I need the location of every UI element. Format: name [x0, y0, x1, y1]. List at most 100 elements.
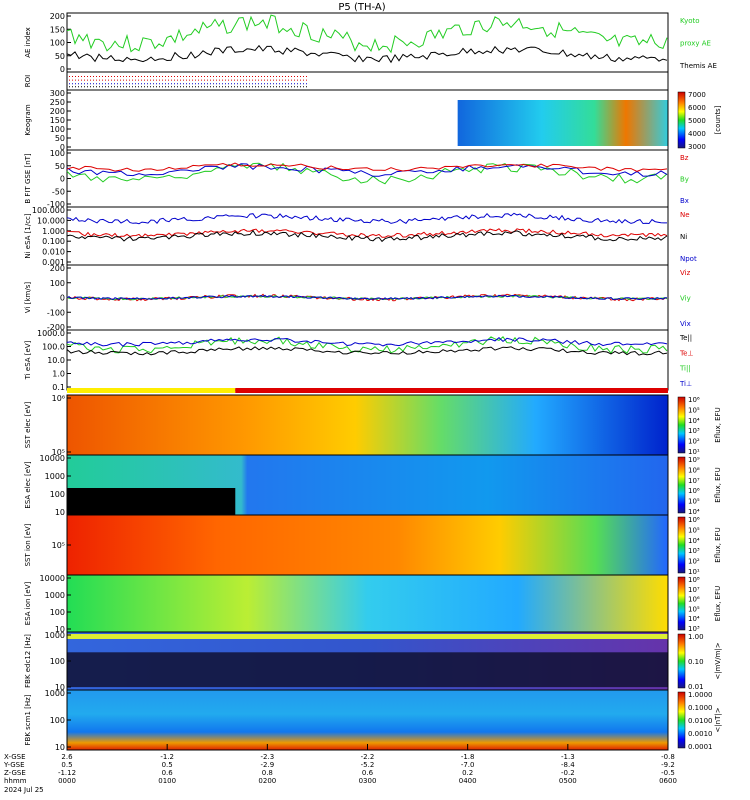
colorbar-tick-esa_e-2: 10⁷ [688, 477, 700, 485]
xtick-label-1-2: -2.9 [260, 761, 274, 769]
legend-temperature-1: Te⊥ [679, 349, 694, 357]
ylabel-sst_e: SST elec [eV] [24, 401, 32, 448]
colorbar-tick-esa_i-1: 10⁷ [688, 586, 700, 594]
n-trace-npot [66, 212, 667, 225]
colorbar-tick-sst_e-4: 10² [688, 438, 700, 446]
colorbar-tick-fbk_e-0: 1.00 [688, 633, 704, 641]
legend-temperature-0: Te|| [679, 334, 692, 342]
colorbar-tick-esa_e-3: 10⁶ [688, 487, 700, 495]
colorbar-label-esa_e: Eflux, EFU [714, 467, 722, 502]
mode-bar-slow [67, 388, 236, 393]
ytick-label-velocity-4: -200 [47, 323, 65, 332]
colorbar-tick-fbk_e-1: 0.10 [688, 658, 704, 666]
ytick-label-esa_e-0: 10000 [40, 454, 65, 463]
xtick-label-0-2: -2.3 [260, 753, 274, 761]
colorbar-tick-esa_i-4: 10⁴ [688, 615, 700, 623]
ylabel-bfield: B FIT GSE [nT] [24, 153, 32, 204]
legend-velocity-1: Viy [680, 295, 691, 303]
ylabel-velocity: Vi [km/s] [24, 282, 32, 313]
ytick-label-keogram-6: 0 [60, 143, 65, 152]
v-trace-viy [66, 294, 668, 301]
xaxis-row-label-3: hhmm [4, 777, 27, 785]
legend-velocity-0: Viz [680, 269, 691, 277]
ylabel-ae: AE index [24, 27, 32, 58]
spectrogram-fbk_b [67, 690, 668, 750]
colorbar-tick-sst_i-2: 10⁴ [688, 537, 700, 545]
ytick-label-density-0: 100.000 [32, 206, 65, 215]
xtick-label-0-0: 2.6 [61, 753, 73, 761]
xtick-label-3-6: 0600 [659, 777, 677, 785]
ytick-label-fbk_b-0: 1000 [45, 689, 65, 698]
colorbar-tick-esa_i-2: 10⁶ [688, 596, 700, 604]
v-trace-viz [66, 293, 668, 302]
spectrogram-sst_e [67, 395, 668, 455]
ytick-label-velocity-2: 0 [60, 294, 65, 303]
xtick-label-1-6: -9.2 [661, 761, 675, 769]
xtick-label-2-5: -0.2 [561, 769, 575, 777]
ytick-label-velocity-1: 100 [50, 279, 65, 288]
ytick-label-fbk_b-2: 10 [55, 743, 65, 752]
colorbar-keogram [677, 91, 686, 149]
colorbar-tick-keogram-1: 6000 [688, 104, 706, 112]
ytick-label-bfield-0: 100 [50, 149, 65, 158]
ytick-label-keogram-4: 100 [50, 125, 65, 134]
xtick-label-1-3: -5.2 [361, 761, 375, 769]
ylabel-density: Ni eSA [1/cc] [24, 213, 32, 259]
ytick-label-temperature-3: 1.0 [52, 370, 65, 379]
ytick-label-esa_i-3: 10 [55, 625, 65, 634]
xtick-label-2-1: 0.6 [162, 769, 174, 777]
ytick-label-ae-3: 50 [55, 52, 65, 61]
panel-frame-bfield [66, 149, 669, 208]
colorbar-label-esa_i: Eflux, EFU [714, 586, 722, 621]
b-trace-by [66, 162, 668, 185]
legend-temperature-3: Ti⊥ [679, 380, 692, 388]
colorbar-tick-fbk_b-1: 0.1000 [688, 704, 713, 712]
xtick-label-3-0: 0000 [58, 777, 76, 785]
xtick-label-1-4: -7.0 [461, 761, 475, 769]
legend-velocity-2: Vix [680, 320, 691, 328]
colorbar-tick-keogram-3: 4000 [688, 130, 706, 138]
panel-frame-roi [66, 71, 669, 91]
xaxis-row-label-2: Z-GSE [4, 769, 26, 777]
ytick-label-density-3: 0.100 [42, 237, 65, 246]
spectrogram-gap-esa-e [67, 488, 236, 515]
legend-bfield-1: By [680, 176, 689, 184]
ytick-label-fbk_b-1: 100 [50, 716, 65, 725]
chart-title: P5 (TH-A) [338, 2, 385, 13]
ytick-label-temperature-1: 100.0 [42, 343, 65, 352]
colorbar-label-fbk_b: <|nT|> [714, 707, 722, 732]
xtick-label-2-4: 0.2 [462, 769, 473, 777]
panel-frame-temperature [66, 329, 669, 391]
xtick-label-3-1: 0100 [158, 777, 176, 785]
ytick-label-ae-2: 100 [50, 39, 65, 48]
ylabel-temperature: Ti eSA [eV] [24, 340, 32, 380]
legend-density-0: Ne [680, 211, 690, 219]
xtick-label-1-1: 0.5 [162, 761, 173, 769]
spectrogram-sst_i [67, 515, 668, 575]
ytick-label-keogram-0: 300 [50, 89, 65, 98]
ylabel-fbk_e: FBK edc12 [Hz] [24, 634, 32, 688]
colorbar-sst_e [677, 396, 686, 454]
legend-ae-0: Kyoto [680, 17, 700, 25]
ylabel-sst_i: SST ion [eV] [24, 523, 32, 566]
xtick-label-3-5: 0500 [559, 777, 577, 785]
ytick-label-sst_e-1: 10⁵ [52, 448, 65, 457]
colorbar-tick-fbk_b-3: 0.0010 [688, 730, 713, 738]
ytick-label-density-2: 1.000 [42, 227, 65, 236]
spectrogram-esa_i [67, 575, 668, 632]
legend-temperature-2: Ti|| [679, 365, 691, 373]
ytick-label-sst_i-0: 10⁵ [52, 541, 65, 550]
xtick-label-1-5: -8.4 [561, 761, 575, 769]
ytick-label-keogram-2: 200 [50, 107, 65, 116]
colorbar-tick-sst_e-5: 10¹ [688, 448, 700, 456]
mode-bar-fast [235, 388, 668, 393]
colorbar-tick-fbk_e-2: 0.01 [688, 683, 704, 691]
colorbar-tick-sst_i-5: 10¹ [688, 568, 700, 576]
colorbar-label-sst_e: Eflux, EFU [714, 407, 722, 442]
legend-ae-2: Themis AE [679, 62, 717, 70]
colorbar-tick-sst_e-0: 10⁶ [688, 396, 700, 404]
colorbar-tick-esa_e-4: 10⁵ [688, 498, 700, 506]
ytick-label-density-4: 0.010 [42, 248, 65, 257]
legend-bfield-2: Bx [680, 197, 689, 205]
